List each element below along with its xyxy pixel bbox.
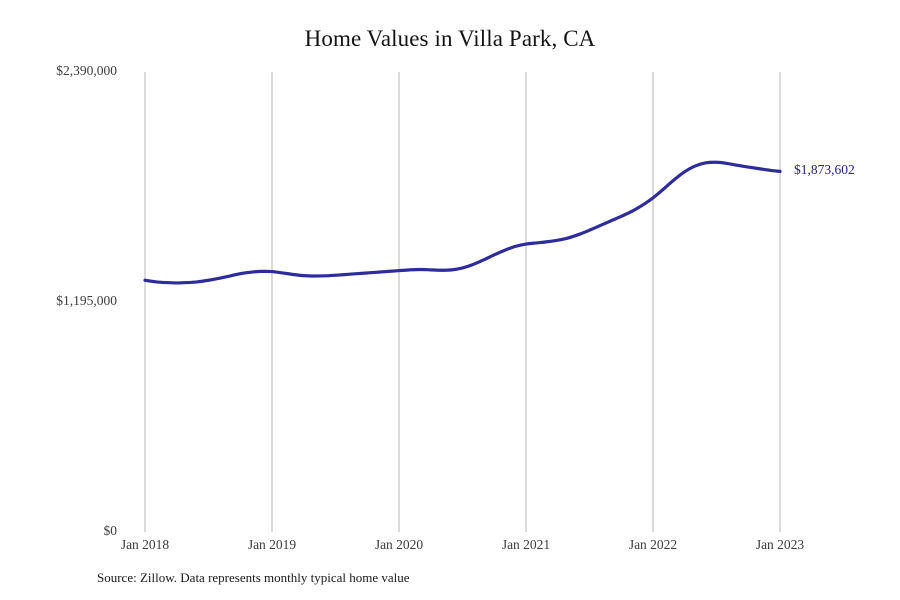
x-axis-tick-label: Jan 2021 [501, 537, 551, 552]
y-axis-tick-label: $1,195,000 [56, 293, 117, 308]
y-axis-tick-label: $0 [103, 523, 118, 538]
gridline-group [144, 72, 781, 532]
y-axis-tick-label: $2,390,000 [56, 63, 117, 78]
data-line [143, 160, 782, 285]
chart-title: Home Values in Villa Park, CA [304, 26, 596, 51]
x-axis-tick-label: Jan 2023 [755, 537, 805, 552]
x-axis-tick-label: Jan 2018 [120, 537, 170, 552]
data-line-group [143, 160, 782, 285]
x-axis-tick-label: Jan 2022 [628, 537, 678, 552]
x-axis-tick-label: Jan 2019 [247, 537, 297, 552]
source-note: Source: Zillow. Data represents monthly … [97, 570, 410, 585]
end-point-value-label: $1,873,602 [794, 162, 855, 178]
x-axis-tick-label: Jan 2020 [374, 537, 424, 552]
